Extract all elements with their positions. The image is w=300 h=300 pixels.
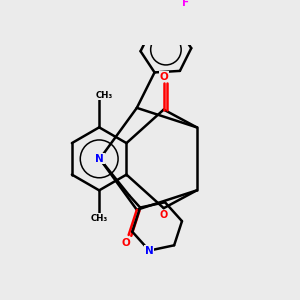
Text: N: N (95, 154, 104, 164)
Text: CH₃: CH₃ (91, 214, 108, 223)
Text: N: N (145, 246, 154, 256)
Text: O: O (122, 238, 130, 248)
Text: F: F (182, 0, 190, 8)
Text: CH₃: CH₃ (96, 91, 113, 100)
Text: O: O (160, 210, 168, 220)
Text: O: O (159, 71, 168, 82)
